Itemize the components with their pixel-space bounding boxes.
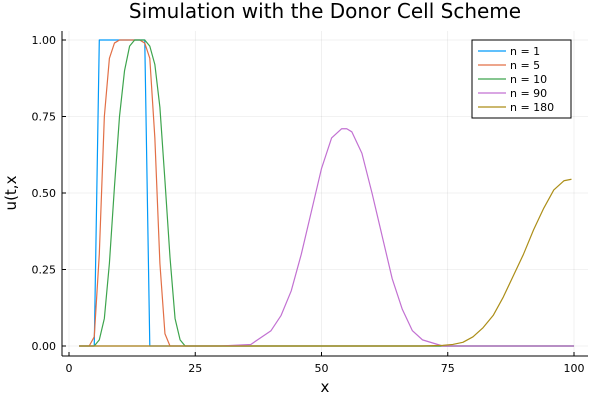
x-tick-label: 0 — [66, 362, 73, 375]
y-tick-label: 0.00 — [32, 340, 57, 353]
y-axis-label: u(t,x — [2, 175, 20, 210]
legend-label: n = 10 — [510, 73, 547, 86]
x-tick-label: 50 — [315, 362, 329, 375]
y-tick-label: 1.00 — [32, 34, 57, 47]
series-line-4 — [79, 128, 574, 347]
x-tick-label: 100 — [564, 362, 585, 375]
x-tick-label: 25 — [188, 362, 202, 375]
legend: n = 1n = 5n = 10n = 90n = 180 — [471, 39, 572, 119]
legend-label: n = 180 — [510, 101, 554, 114]
series-lines — [79, 39, 574, 347]
y-tick-label: 0.50 — [32, 187, 57, 200]
tick-labels: 0 25 50 75 100 0.00 0.25 0.50 0.75 1.00 — [32, 34, 585, 375]
legend-label: n = 1 — [510, 45, 540, 58]
x-axis-label: x — [321, 378, 330, 396]
chart-title: Simulation with the Donor Cell Scheme — [129, 0, 521, 23]
x-tick-label: 75 — [441, 362, 455, 375]
legend-label: n = 90 — [510, 87, 547, 100]
y-tick-label: 0.75 — [32, 111, 57, 124]
series-line-5 — [79, 178, 572, 347]
legend-label: n = 5 — [510, 59, 540, 72]
y-tick-label: 0.25 — [32, 264, 57, 277]
